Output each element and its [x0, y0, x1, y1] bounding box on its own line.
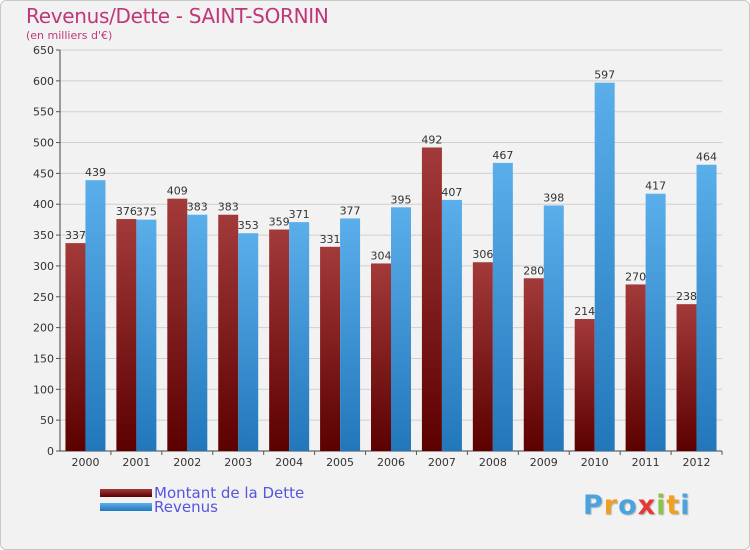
data-label-revenus: 375	[136, 206, 157, 219]
bar-revenus	[187, 214, 208, 451]
x-tick-label: 2010	[581, 456, 609, 469]
bar-revenus	[238, 233, 259, 451]
data-label-revenus: 395	[391, 193, 412, 206]
legend-label-debt: Montant de la Dette	[154, 484, 305, 502]
data-label-revenus: 464	[696, 151, 717, 164]
y-tick-label: 600	[33, 75, 54, 88]
bar-dette	[116, 219, 137, 451]
y-tick-label: 400	[33, 198, 54, 211]
data-label-revenus: 353	[238, 219, 259, 232]
logo-letter: x	[637, 490, 657, 521]
data-label-dette: 376	[116, 205, 137, 218]
data-label-revenus: 377	[340, 204, 361, 217]
x-tick-label: 2011	[632, 456, 660, 469]
y-tick-label: 50	[40, 414, 54, 427]
bar-dette	[625, 284, 646, 451]
bar-revenus	[340, 218, 361, 451]
bar-dette	[65, 243, 86, 451]
bar-revenus	[594, 82, 615, 451]
data-label-dette: 409	[167, 185, 188, 198]
x-tick-label: 2000	[71, 456, 99, 469]
bar-revenus	[543, 205, 564, 451]
data-label-dette: 304	[371, 249, 392, 262]
bar-revenus	[391, 207, 411, 451]
data-label-dette: 331	[320, 233, 341, 246]
data-label-revenus: 417	[645, 180, 666, 193]
data-label-dette: 337	[65, 229, 86, 242]
legend-label-revenue: Revenus	[154, 498, 218, 516]
logo-letter: r	[603, 490, 619, 521]
bar-revenus	[136, 219, 157, 451]
bar-revenus	[645, 193, 666, 451]
bar-dette	[421, 147, 442, 451]
legend-swatch-revenue	[100, 503, 152, 511]
x-tick-label: 2006	[377, 456, 405, 469]
y-tick-label: 500	[33, 137, 54, 150]
chart-subtitle: (en milliers d'€)	[26, 29, 113, 42]
y-tick-label: 300	[33, 260, 54, 273]
data-label-dette: 306	[472, 248, 493, 261]
data-label-dette: 238	[676, 290, 697, 303]
x-tick-label: 2004	[275, 456, 303, 469]
logo-letter: i	[680, 490, 691, 521]
bar-dette	[523, 278, 544, 451]
logo-letter: t	[666, 490, 681, 521]
y-tick-label: 550	[33, 106, 54, 119]
chart-title: Revenus/Dette - SAINT-SORNIN	[26, 4, 329, 28]
y-tick-label: 350	[33, 229, 54, 242]
data-label-dette: 359	[269, 216, 290, 229]
y-tick-label: 650	[33, 44, 54, 57]
y-tick-label: 450	[33, 167, 54, 180]
bar-dette	[472, 262, 493, 451]
data-label-dette: 270	[625, 270, 646, 283]
x-tick-label: 2009	[530, 456, 558, 469]
data-label-dette: 383	[218, 201, 239, 214]
bar-dette	[371, 263, 391, 451]
bar-dette	[574, 318, 595, 451]
data-label-revenus: 371	[289, 208, 310, 221]
y-tick-label: 250	[33, 291, 54, 304]
x-tick-label: 2012	[683, 456, 711, 469]
proxiti-logo: Proxiti	[583, 490, 691, 521]
bar-revenus	[492, 162, 513, 452]
bar-dette	[218, 214, 239, 451]
data-label-revenus: 383	[187, 201, 208, 214]
bar-revenus	[289, 222, 310, 451]
bar-dette	[167, 198, 188, 451]
bar-dette	[269, 229, 290, 451]
logo-letter: i	[656, 490, 667, 521]
data-label-revenus: 407	[441, 186, 462, 199]
data-label-dette: 214	[574, 305, 595, 318]
y-tick-label: 100	[33, 383, 54, 396]
bar-revenus	[85, 180, 106, 451]
data-label-revenus: 467	[492, 149, 513, 162]
legend-swatch-debt	[100, 489, 152, 497]
x-tick-label: 2008	[479, 456, 507, 469]
y-tick-label: 200	[33, 322, 54, 335]
x-tick-label: 2007	[428, 456, 456, 469]
data-label-revenus: 439	[85, 166, 106, 179]
y-tick-label: 0	[47, 445, 54, 458]
x-tick-label: 2002	[173, 456, 201, 469]
logo-letter: o	[618, 490, 638, 521]
data-label-revenus: 398	[543, 191, 564, 204]
data-label-revenus: 597	[594, 69, 615, 82]
x-tick-label: 2003	[224, 456, 252, 469]
bars	[65, 82, 717, 452]
data-label-dette: 280	[523, 264, 544, 277]
x-tick-label: 2005	[326, 456, 354, 469]
bar-dette	[676, 304, 697, 451]
bar-dette	[320, 246, 341, 451]
y-tick-label: 150	[33, 352, 54, 365]
logo-letter: P	[583, 490, 604, 521]
data-label-dette: 492	[421, 133, 442, 146]
bar-revenus	[441, 199, 462, 451]
x-tick-label: 2001	[122, 456, 150, 469]
bar-revenus	[696, 164, 717, 452]
